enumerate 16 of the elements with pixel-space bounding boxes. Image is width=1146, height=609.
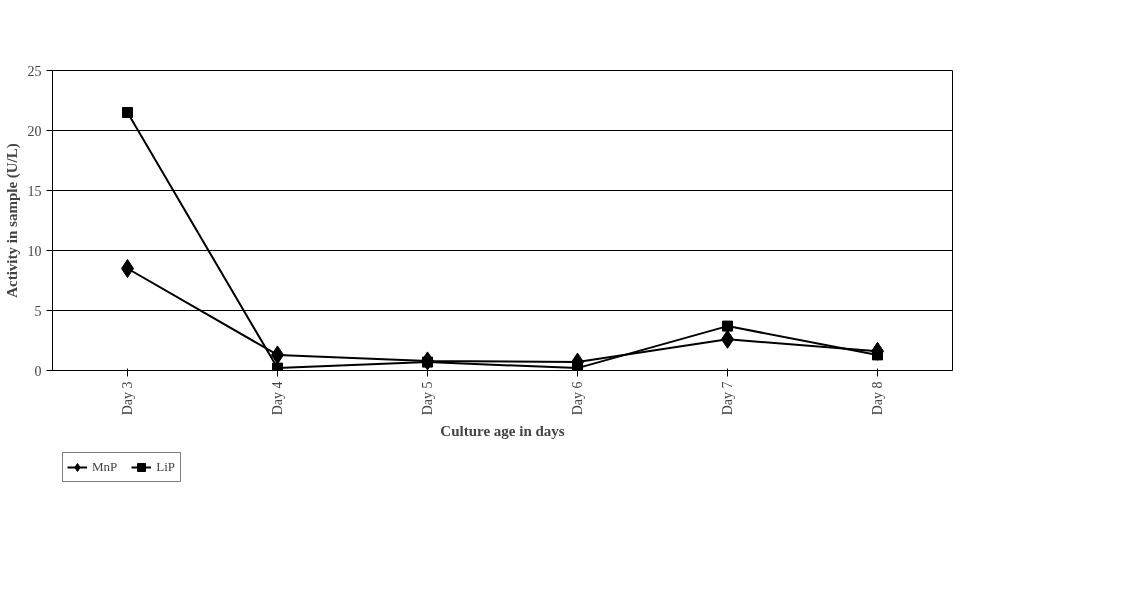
- y-tick-label: 25: [27, 63, 42, 79]
- x-axis-title: Culture age in days: [440, 423, 565, 440]
- y-tick-label: 10: [27, 243, 42, 259]
- x-tick-label: Day 7: [720, 381, 735, 416]
- x-tick-label: Day 8: [870, 381, 885, 416]
- y-tick-label: 5: [34, 303, 42, 319]
- legend-label: MnP: [92, 459, 118, 475]
- y-tick-label: 15: [27, 183, 42, 199]
- y-tick-label: 0: [34, 363, 42, 379]
- y-tick-label: 20: [27, 123, 42, 139]
- x-tick-label: Day 3: [120, 381, 135, 416]
- legend-label: LiP: [156, 459, 177, 475]
- x-tick-label: Day 5: [420, 381, 435, 416]
- x-tick-label: Day 6: [570, 381, 585, 416]
- x-tick-label: Day 4: [270, 381, 285, 416]
- y-axis-title: Activity in sample (U/L): [3, 143, 21, 298]
